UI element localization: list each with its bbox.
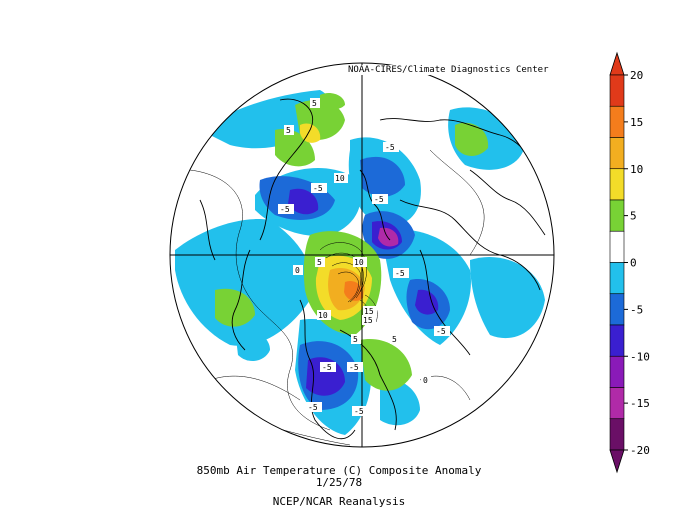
- colorbar-swatch: [609, 324, 625, 357]
- colorbar-swatch: [609, 262, 625, 295]
- contour-label: 10: [334, 173, 348, 183]
- colorbar-tick-label: 10: [630, 163, 643, 176]
- colorbar-swatch: [609, 105, 625, 138]
- colorbar-tick-label: 15: [630, 116, 643, 129]
- credit-label: NOAA-CIRES/Climate Diagnostics Center: [346, 65, 551, 75]
- contour-labels: -5 5 5 -5 -5 10 -5 -5 -5 0 5 10 15 10 15…: [278, 98, 450, 416]
- colorbar-swatch: [609, 74, 625, 107]
- contour-label: -5: [393, 268, 409, 278]
- svg-text:-5: -5: [313, 184, 323, 193]
- svg-text:0: 0: [423, 376, 428, 385]
- svg-text:10: 10: [318, 311, 328, 320]
- data-source: NCEP/NCAR Reanalysis: [272, 495, 406, 508]
- svg-text:-5: -5: [374, 195, 384, 204]
- contour-label: 15: [363, 306, 377, 316]
- contour-label: 0: [421, 375, 431, 385]
- svg-text:15: 15: [363, 316, 373, 325]
- contour-label: 5: [390, 334, 400, 344]
- contour-label: 15: [362, 315, 376, 325]
- map-date: 1/25/78: [315, 476, 363, 489]
- colorbar-swatch: [609, 418, 625, 451]
- colorbar-swatch: [609, 355, 625, 388]
- colorbar-swatch: [609, 293, 625, 326]
- colorbar-tick-label: -10: [630, 350, 650, 363]
- svg-text:-5: -5: [385, 143, 395, 152]
- svg-text:5: 5: [312, 99, 317, 108]
- colorbar-swatch: [609, 199, 625, 232]
- contour-label: -5: [278, 204, 294, 214]
- colorbar-tick-label: 0: [630, 257, 637, 270]
- contour-label: -5: [347, 362, 363, 372]
- svg-text:5: 5: [286, 126, 291, 135]
- contour-label: -5: [434, 326, 450, 336]
- contour-label: -5: [320, 362, 336, 372]
- contour-label: 5: [351, 334, 361, 344]
- svg-text:-5: -5: [436, 327, 446, 336]
- colorbar: 20 15 10 5 0 -5 -10 -15 -20: [609, 51, 650, 474]
- contour-label: -5: [372, 194, 388, 204]
- contour-label: 5: [310, 98, 320, 108]
- svg-text:-5: -5: [354, 407, 364, 416]
- contour-label: -5: [383, 142, 399, 152]
- svg-text:5: 5: [392, 335, 397, 344]
- svg-text:0: 0: [295, 266, 300, 275]
- globe-outline: [169, 62, 555, 448]
- svg-text:10: 10: [354, 258, 364, 267]
- map-title: 850mb Air Temperature (C) Composite Anom…: [196, 464, 482, 477]
- graticule-lines: [170, 63, 554, 447]
- colorbar-top-arrow: [609, 51, 625, 76]
- svg-text:-5: -5: [349, 363, 359, 372]
- colorbar-tick-label: -20: [630, 444, 650, 457]
- svg-text:5: 5: [353, 335, 358, 344]
- colorbar-tick-label: -15: [630, 397, 650, 410]
- colorbar-tick-label: 5: [630, 210, 637, 223]
- svg-text:5: 5: [317, 258, 322, 267]
- contour-label: 0: [293, 265, 303, 275]
- contour-label: 5: [284, 125, 294, 135]
- svg-text:15: 15: [364, 307, 374, 316]
- colorbar-tick-label: 20: [630, 69, 643, 82]
- contour-label: 10: [353, 257, 367, 267]
- colorbar-swatch: [609, 168, 625, 201]
- colorbar-tick-label: -5: [630, 303, 643, 316]
- colorbar-bottom-arrow: [609, 449, 625, 474]
- contour-label: 5: [315, 257, 325, 267]
- colorbar-swatch: [609, 387, 625, 420]
- contour-label: -5: [352, 406, 368, 416]
- contour-label: -5: [306, 402, 322, 412]
- svg-text:-5: -5: [395, 269, 405, 278]
- svg-text:-5: -5: [322, 363, 332, 372]
- svg-text:-5: -5: [280, 205, 290, 214]
- contour-label: -5: [311, 183, 327, 193]
- svg-text:-5: -5: [308, 403, 318, 412]
- contour-label: 10: [317, 310, 331, 320]
- colorbar-swatch: [609, 137, 625, 170]
- colorbar-swatch: [609, 230, 625, 263]
- svg-text:10: 10: [335, 174, 345, 183]
